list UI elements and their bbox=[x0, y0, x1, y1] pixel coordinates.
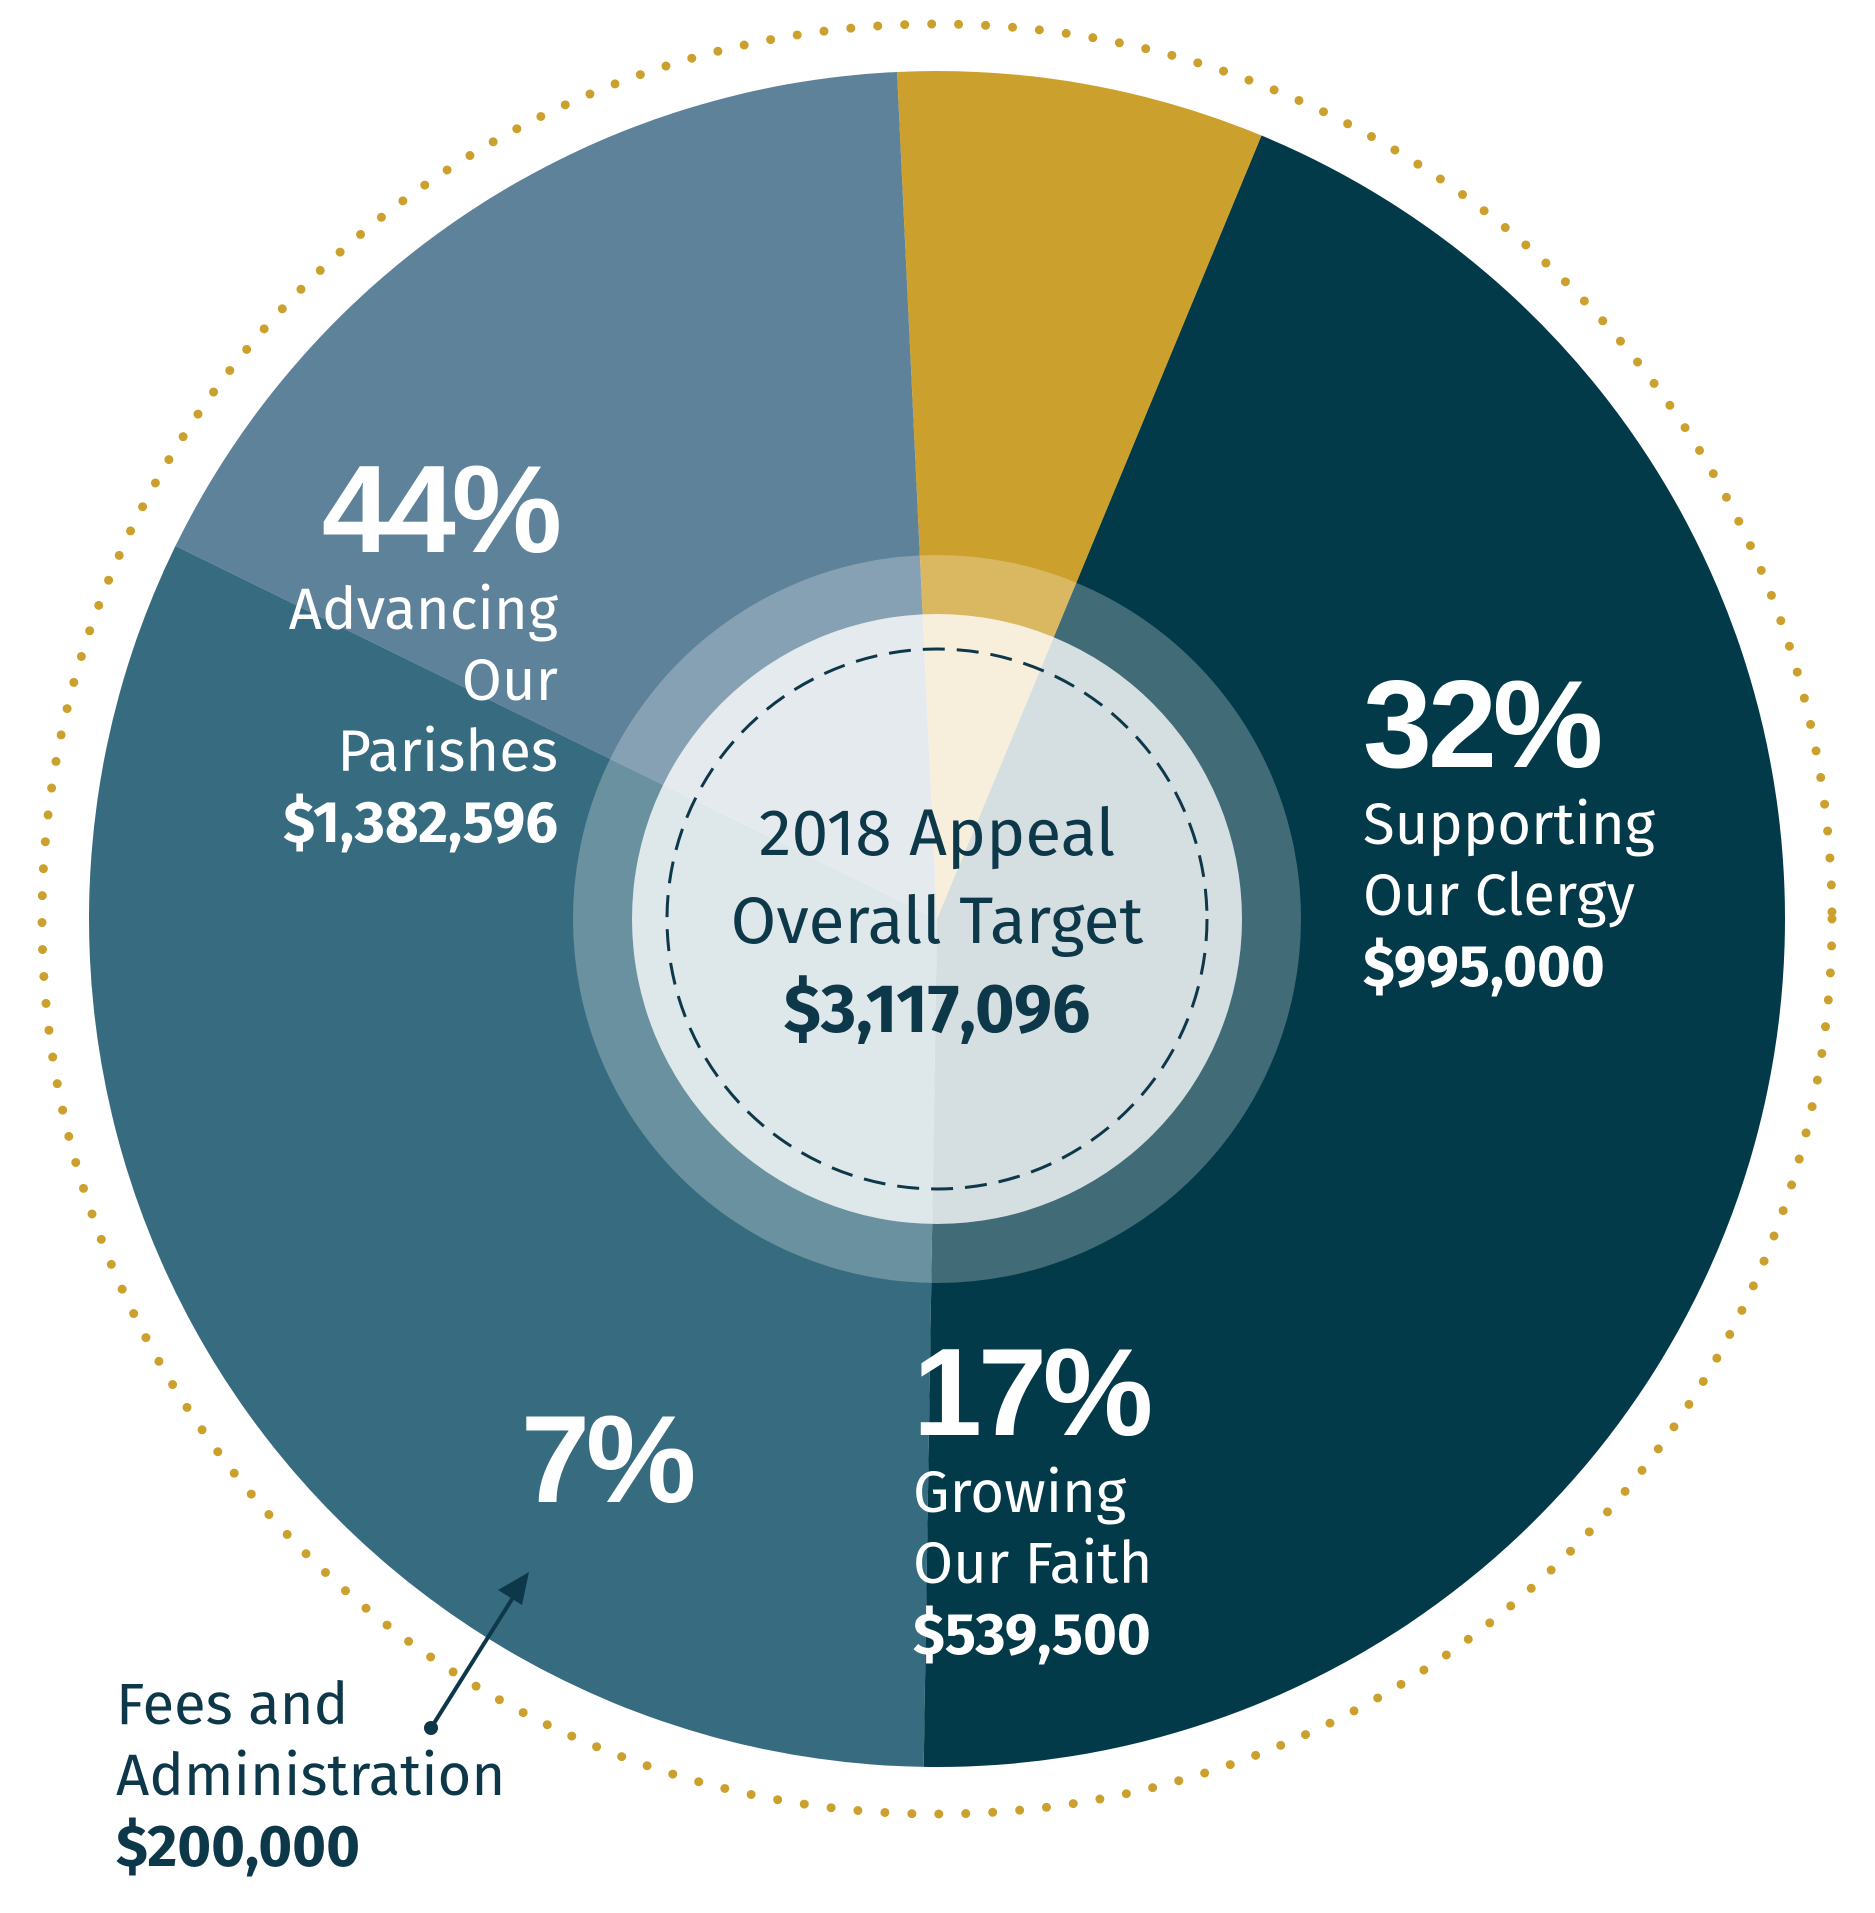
arrow-head bbox=[498, 1572, 529, 1605]
amount-label: $539,500 bbox=[913, 1601, 1151, 1670]
percent-label: 7% bbox=[521, 1391, 696, 1529]
amount-label: $1,382,596 bbox=[283, 789, 558, 858]
percent-label: 7% bbox=[521, 1391, 696, 1529]
arrow-dot bbox=[424, 1721, 438, 1735]
category-label: Advancing Our Parishes bbox=[288, 576, 558, 787]
center-disc bbox=[632, 614, 1242, 1224]
center-label: 2018 Appeal Overall Target $3,117,096 bbox=[637, 790, 1237, 1054]
slice-label: 32% Supporting Our Clergy $995,000 bbox=[1363, 660, 1763, 1003]
category-label: Fees and Administration bbox=[116, 1671, 506, 1811]
slice-label: 17% Growing Our Faith $539,500 bbox=[913, 1328, 1293, 1671]
percent-label: 17% bbox=[913, 1324, 1153, 1462]
callout-arrow bbox=[429, 1578, 526, 1730]
amount-label: $200,000 bbox=[116, 1813, 361, 1882]
slice-label: Fees and Administration $200,000 bbox=[116, 1670, 576, 1883]
category-label: Growing Our Faith bbox=[913, 1459, 1153, 1599]
center-dash bbox=[665, 647, 1209, 1191]
percent-label: 44% bbox=[321, 441, 562, 579]
center-line: 2018 Appeal bbox=[758, 794, 1116, 873]
slice-label: 44% Advancing Our Parishes $1,382,596 bbox=[150, 441, 562, 859]
center-total: $3,117,096 bbox=[783, 969, 1091, 1051]
category-label: Supporting Our Clergy bbox=[1363, 791, 1655, 931]
amount-label: $995,000 bbox=[1363, 933, 1605, 1002]
center-line: Overall Target bbox=[730, 882, 1144, 961]
dotted-ring bbox=[37, 19, 1837, 1819]
pie-slice bbox=[923, 135, 1785, 1768]
percent-label: 32% bbox=[1363, 656, 1603, 794]
